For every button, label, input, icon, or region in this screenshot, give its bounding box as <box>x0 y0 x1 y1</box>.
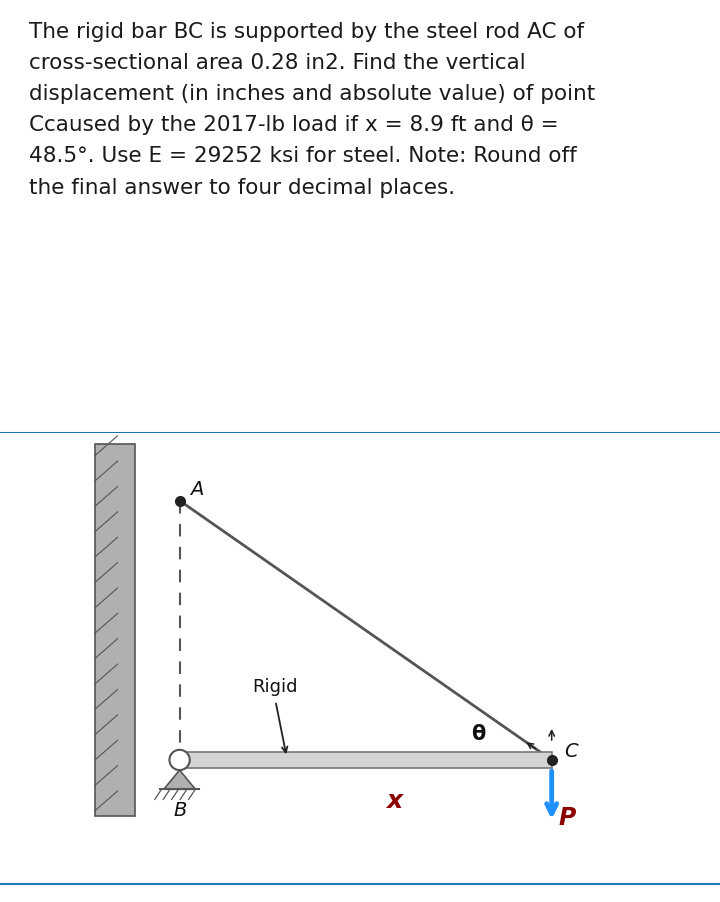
Text: C: C <box>564 742 577 761</box>
Text: B: B <box>174 801 187 820</box>
Text: P: P <box>559 805 576 830</box>
Text: Rigid: Rigid <box>253 678 298 696</box>
Polygon shape <box>164 770 195 789</box>
Text: x: x <box>386 789 402 813</box>
Text: The rigid bar BC is supported by the steel rod AC of
cross-sectional area 0.28 i: The rigid bar BC is supported by the ste… <box>29 22 595 198</box>
Polygon shape <box>179 752 552 768</box>
Circle shape <box>169 750 190 770</box>
Text: θ: θ <box>471 724 485 744</box>
Text: A: A <box>190 480 203 499</box>
Text: ...: ... <box>607 208 631 229</box>
Polygon shape <box>95 445 135 816</box>
